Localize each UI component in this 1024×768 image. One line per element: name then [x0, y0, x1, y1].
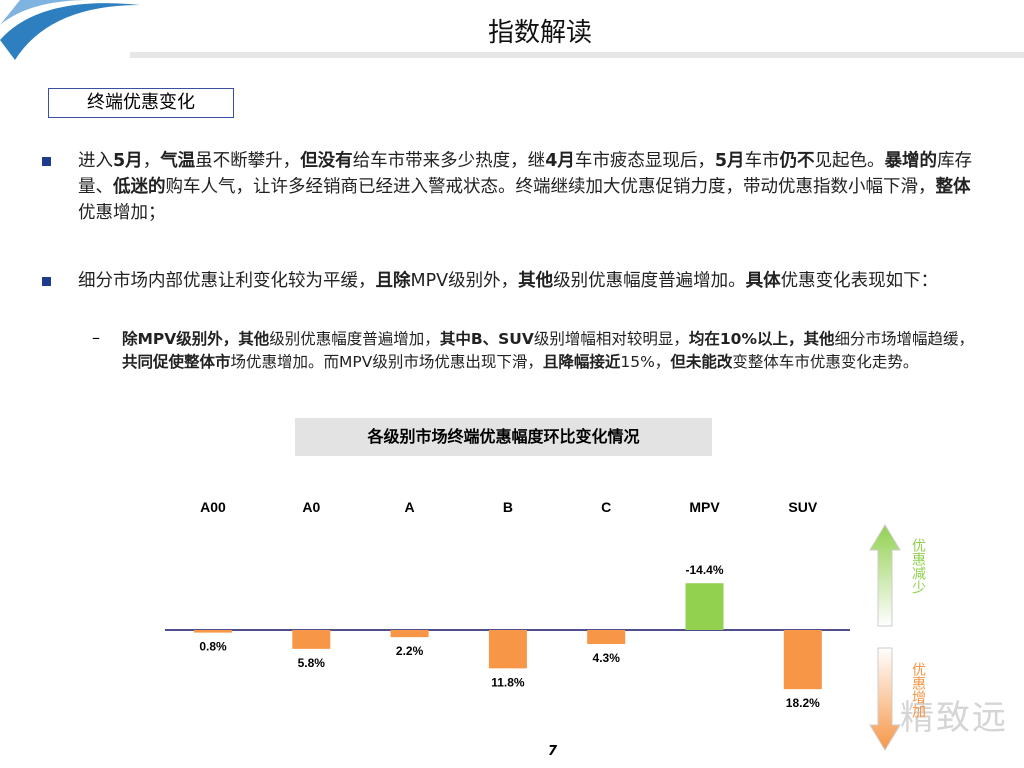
logo-swoosh — [0, 0, 90, 25]
category-label: B — [503, 499, 513, 515]
text-run: 5月 — [113, 151, 143, 171]
bar — [292, 630, 331, 649]
text-run: 低迷的 — [113, 177, 166, 197]
value-label: 0.8% — [199, 640, 227, 654]
value-label: 11.8% — [491, 675, 525, 689]
bar — [685, 583, 724, 630]
text-run: 进入 — [78, 151, 113, 171]
header-rule — [130, 52, 1024, 58]
sub-bullet-text: 除MPV级别外，其他级别优惠幅度普遍增加，其中B、SUV级别增幅相对较明显，均在… — [122, 328, 984, 374]
text-run: 场优惠增加。而MPV级别市场优惠出现下滑， — [230, 353, 543, 371]
text-run: 优惠变化表现如下： — [780, 271, 939, 291]
text-run: 除MPV级别外， — [122, 330, 239, 348]
text-run: 给车市带来多少热度，继 — [352, 151, 546, 171]
text-run: 仍不 — [779, 151, 815, 171]
sub-bullet-dash: – — [92, 328, 100, 347]
text-run: 级别优惠幅度普遍增加， — [269, 330, 440, 348]
text-run: 优惠增加； — [78, 203, 166, 223]
text-run: 购车人气，让许多经销商已经进入警戒状态。终端继续加大优惠促销力度，带动优惠指数小… — [165, 177, 936, 197]
text-run: 细分市场内部优惠让利变化较为平缓， — [78, 271, 376, 291]
text-run: 气温 — [160, 151, 196, 171]
header-title: 指数解读 — [487, 18, 592, 48]
text-run: 车市 — [744, 151, 780, 171]
text-run: 库存量、 — [78, 151, 973, 197]
text-run: MPV级别外， — [410, 271, 519, 291]
bar — [587, 630, 626, 644]
arrow-up — [869, 524, 901, 627]
text-run: 级别增幅相对较明显， — [533, 330, 689, 348]
text-run: 虽不断攀升， — [195, 151, 301, 171]
value-label: 2.2% — [396, 644, 424, 658]
bullet-text: 细分市场内部优惠让利变化较为平缓，且除MPV级别外，其他级别优惠幅度普遍增加。具… — [78, 268, 983, 294]
text-run: 5月 — [714, 151, 745, 171]
value-label: 18.2% — [786, 696, 820, 710]
category-label: A0 — [302, 499, 320, 515]
category-label: A — [405, 499, 415, 515]
value-label: 5.8% — [298, 656, 326, 670]
logo-swoosh — [0, 3, 140, 60]
text-run: 共同促使整体市 — [122, 353, 231, 371]
text-run: 见起色。 — [814, 151, 885, 171]
watermark: 精致远 — [900, 698, 1008, 738]
bar — [194, 630, 232, 633]
bar — [488, 630, 527, 669]
section-label: 终端优惠变化 — [48, 88, 234, 118]
text-run: 其他 — [518, 271, 554, 291]
arrow-label: 优惠增加 — [910, 662, 926, 718]
text-run: 整体 — [935, 177, 971, 197]
bullet-marker — [42, 277, 51, 286]
text-run: 细分市场增幅趋缓， — [834, 330, 975, 348]
text-run: 但没有 — [300, 151, 353, 171]
category-label: MPV — [689, 499, 720, 515]
arrow-down — [869, 647, 901, 751]
text-run: ， — [142, 151, 161, 171]
bullet-text: 进入5月，气温虽不断攀升，但没有给车市带来多少热度，继4月车市疲态显现后，5月车… — [78, 148, 983, 226]
text-run: 具体 — [745, 271, 781, 291]
value-label: -14.4% — [685, 563, 723, 577]
category-label: A00 — [200, 499, 226, 515]
arrow-label: 优惠减少 — [910, 538, 926, 594]
page-number: 7 — [548, 744, 558, 759]
text-run: 变整体车市优惠变化走势。 — [732, 353, 919, 371]
text-run: 且除 — [375, 271, 411, 291]
text-run: 其他 — [238, 330, 270, 348]
text-run: 且降幅接近 — [542, 353, 621, 371]
text-run: 车市疲态显现后， — [574, 151, 715, 171]
text-run: 级别优惠幅度普遍增加。 — [553, 271, 746, 291]
bar — [783, 630, 822, 690]
text-run: 15%， — [620, 353, 671, 371]
value-label: 4.3% — [593, 651, 621, 665]
chart-title: 各级别市场终端优惠幅度环比变化情况 — [295, 418, 712, 456]
text-run: 其中B、SUV — [439, 330, 534, 348]
category-label: SUV — [788, 499, 817, 515]
category-label: C — [601, 499, 611, 515]
text-run: 4月 — [545, 151, 575, 171]
text-run: 其他 — [803, 330, 835, 348]
bullet-marker — [42, 157, 51, 166]
text-run: 均在10%以上， — [688, 330, 804, 348]
text-run: 暴增的 — [884, 151, 938, 171]
text-run: 但未能改 — [670, 353, 733, 371]
bar — [390, 630, 429, 638]
